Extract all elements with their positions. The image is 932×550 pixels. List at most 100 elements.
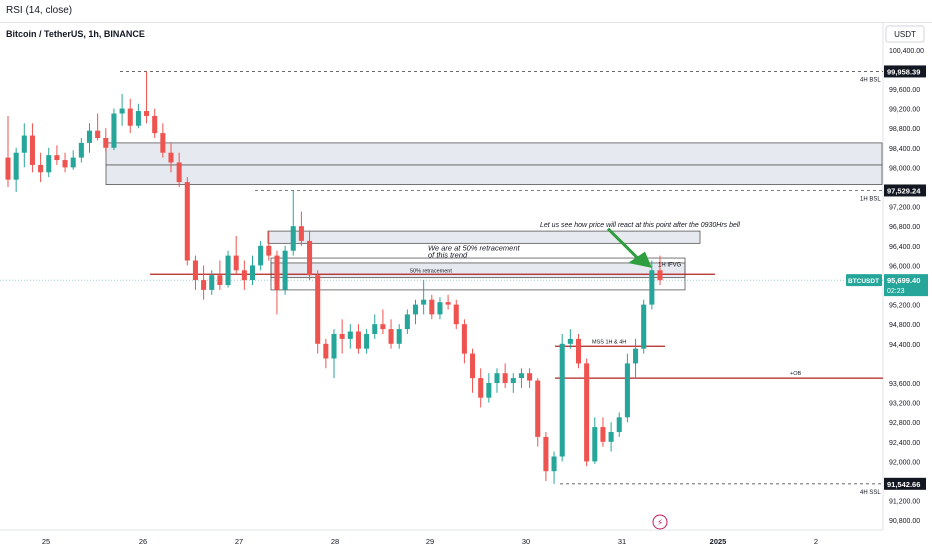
candle[interactable] — [608, 422, 614, 452]
candle[interactable] — [461, 319, 467, 364]
candle[interactable] — [657, 255, 663, 285]
candle[interactable] — [380, 309, 386, 335]
candle[interactable] — [54, 145, 60, 165]
candle[interactable] — [421, 280, 427, 315]
symbol-title[interactable]: Bitcoin / TetherUS, 1h, BINANCE — [6, 29, 145, 39]
candle[interactable] — [233, 236, 239, 276]
candle[interactable] — [429, 294, 435, 320]
candle[interactable] — [323, 338, 329, 369]
supply-zone-lower[interactable] — [105, 164, 883, 185]
candle[interactable] — [298, 211, 304, 246]
label-ob[interactable]: +OB — [790, 371, 801, 377]
candle[interactable] — [70, 150, 76, 170]
candle[interactable] — [388, 319, 394, 349]
candle[interactable] — [13, 147, 19, 192]
candle[interactable] — [160, 123, 166, 158]
candle[interactable] — [478, 368, 484, 408]
candle[interactable] — [453, 299, 459, 330]
candle[interactable] — [567, 329, 573, 349]
candle[interactable] — [249, 255, 256, 285]
candle[interactable] — [144, 71, 150, 124]
candle[interactable] — [62, 152, 68, 173]
candle[interactable] — [445, 294, 451, 310]
candle[interactable] — [21, 123, 27, 168]
candle[interactable] — [241, 260, 247, 290]
candle[interactable] — [38, 152, 44, 183]
candle[interactable] — [372, 314, 378, 339]
candle[interactable] — [282, 245, 288, 295]
currency-box[interactable] — [885, 25, 925, 43]
candle[interactable] — [559, 334, 565, 462]
candle[interactable] — [86, 123, 93, 153]
candle[interactable] — [355, 324, 361, 354]
ifvg-zone[interactable] — [270, 262, 686, 279]
label-mss[interactable]: MSS 1H & 4H — [592, 339, 626, 345]
candle[interactable] — [551, 451, 557, 484]
label-1h-bsl[interactable]: 1H BSL — [860, 196, 881, 202]
candle[interactable] — [510, 373, 516, 393]
candle[interactable] — [184, 177, 190, 266]
candle[interactable] — [119, 93, 125, 126]
note-bell[interactable]: Let us see how price will react at this … — [540, 222, 740, 229]
candle[interactable] — [46, 147, 52, 178]
candle[interactable] — [192, 255, 198, 290]
note-retrace-1[interactable]: We are at 50% retracement — [428, 244, 520, 253]
candle[interactable] — [486, 373, 492, 403]
candle[interactable] — [502, 363, 508, 388]
candle[interactable] — [396, 324, 402, 349]
fvg-zone-small[interactable] — [267, 230, 701, 244]
candle[interactable] — [217, 260, 223, 290]
candle[interactable] — [624, 353, 630, 423]
candle[interactable] — [600, 417, 606, 447]
candle[interactable] — [201, 265, 207, 300]
indicator-label[interactable]: RSI (14, close) — [6, 5, 73, 16]
note-retrace-2[interactable]: of this trend — [428, 251, 468, 260]
symbol-tag[interactable]: BTCUSDT — [846, 274, 882, 287]
candle[interactable] — [437, 297, 443, 320]
label-4h-ssl[interactable]: 4H SSL — [860, 490, 881, 496]
candle[interactable] — [5, 115, 11, 187]
candle[interactable] — [339, 319, 345, 354]
current-price-label[interactable]: 95,699.40 02:23 — [884, 274, 928, 297]
candle[interactable] — [575, 334, 582, 369]
candle[interactable] — [543, 432, 549, 481]
candle[interactable] — [111, 108, 117, 151]
candle[interactable] — [412, 299, 419, 325]
high-price-label[interactable]: 99,958.39 — [884, 65, 926, 78]
label-ifvg[interactable]: 1H IFVG — [658, 262, 682, 268]
candle[interactable] — [641, 299, 647, 354]
candle[interactable] — [494, 368, 500, 393]
candle[interactable] — [225, 250, 231, 288]
candle[interactable] — [209, 270, 215, 295]
candle[interactable] — [616, 412, 622, 437]
candle[interactable] — [535, 378, 541, 447]
candle[interactable] — [592, 417, 598, 464]
label-retracement[interactable]: 50% retracement — [410, 268, 452, 274]
candle[interactable] — [266, 231, 272, 261]
candle[interactable] — [584, 358, 590, 467]
candle[interactable] — [307, 231, 313, 281]
candle[interactable] — [152, 108, 158, 138]
candle[interactable] — [29, 123, 35, 173]
candle[interactable] — [364, 329, 370, 354]
candle[interactable] — [135, 103, 141, 129]
candle[interactable] — [176, 152, 182, 187]
candle[interactable] — [315, 270, 321, 354]
candle[interactable] — [127, 98, 133, 134]
candle[interactable] — [258, 240, 264, 271]
candle[interactable] — [633, 338, 639, 379]
candle[interactable] — [274, 250, 280, 315]
candle[interactable] — [95, 113, 101, 141]
candle[interactable] — [103, 128, 109, 153]
bsl-price-label[interactable]: 97,529.24 — [884, 184, 926, 197]
candle[interactable] — [404, 309, 410, 335]
candle[interactable] — [78, 138, 84, 163]
candle[interactable] — [347, 324, 353, 349]
candle[interactable] — [331, 329, 337, 379]
lightning-icon[interactable]: ⚡ — [652, 514, 668, 530]
low-price-label[interactable]: 91,542.66 — [884, 477, 926, 490]
candle[interactable] — [168, 142, 174, 173]
label-4h-bsl[interactable]: 4H BSL — [860, 77, 881, 83]
candle[interactable] — [290, 190, 296, 256]
